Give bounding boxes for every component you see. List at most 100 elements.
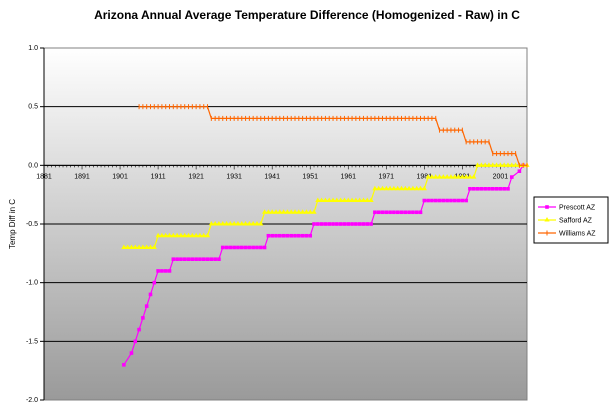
data-point [478, 162, 484, 167]
data-point [300, 233, 305, 238]
data-point [379, 185, 386, 191]
data-point [137, 327, 141, 332]
data-point [369, 222, 373, 226]
data-point [455, 174, 462, 179]
data-point [205, 257, 210, 261]
data-point [414, 185, 420, 191]
data-point [460, 198, 465, 203]
data-point [512, 162, 519, 167]
data-point [497, 162, 503, 167]
data-point [319, 197, 325, 203]
data-point [398, 185, 405, 191]
data-point [170, 232, 176, 238]
data-point [174, 232, 180, 238]
data-point [167, 269, 172, 273]
data-point [144, 304, 149, 308]
data-point [335, 222, 339, 226]
data-point [425, 174, 431, 179]
data-point [182, 232, 188, 238]
data-point [129, 351, 134, 355]
data-point [308, 233, 313, 238]
data-point [331, 222, 335, 226]
data-point [193, 232, 199, 238]
data-point [490, 162, 496, 167]
data-point [151, 244, 157, 249]
data-point [437, 198, 442, 203]
legend-label: Prescott AZ [559, 205, 596, 212]
data-point [128, 244, 135, 249]
data-point [395, 210, 400, 215]
data-point [387, 185, 393, 191]
data-point [323, 222, 328, 226]
data-point [430, 198, 434, 203]
y-tick-label: -1.5 [26, 338, 38, 345]
data-point [179, 257, 183, 261]
data-point [505, 162, 511, 167]
data-point [243, 245, 248, 250]
data-point [159, 232, 165, 238]
data-point [273, 209, 279, 214]
data-point [395, 185, 401, 191]
data-point [208, 221, 214, 226]
data-point [494, 187, 499, 191]
data-point [231, 221, 237, 226]
data-point [322, 197, 329, 203]
data-point [452, 174, 458, 179]
data-point [136, 244, 142, 249]
data-point [156, 269, 160, 273]
data-point [213, 257, 217, 261]
data-point [182, 257, 187, 261]
data-point [349, 197, 355, 203]
data-point [345, 197, 351, 203]
y-tick-label: -0.5 [26, 221, 38, 228]
data-point [160, 269, 164, 273]
data-point [224, 245, 229, 250]
data-point [456, 198, 461, 203]
data-point [147, 244, 154, 249]
data-point [482, 162, 488, 167]
data-point [265, 209, 271, 214]
data-point [410, 185, 416, 191]
data-point [403, 210, 408, 215]
data-point [341, 197, 348, 203]
data-point [354, 222, 358, 226]
y-tick-label: -1.0 [26, 280, 38, 287]
data-point [293, 233, 297, 238]
data-point [262, 245, 267, 250]
data-point [376, 210, 381, 215]
data-point [166, 232, 173, 238]
data-point [364, 197, 370, 203]
data-point [426, 198, 430, 203]
data-point [122, 363, 126, 367]
data-point [449, 198, 453, 203]
data-point [190, 257, 195, 261]
data-point [357, 222, 362, 226]
data-point [501, 162, 507, 167]
data-point [380, 210, 385, 215]
y-tick-label: 0.5 [28, 104, 38, 111]
data-point [277, 233, 282, 238]
data-point [406, 185, 412, 191]
data-point [247, 245, 252, 250]
legend-label: Williams AZ [559, 231, 596, 238]
data-point [487, 187, 491, 191]
data-point [544, 217, 550, 222]
y-tick-label: 0.0 [28, 162, 38, 169]
data-point [474, 162, 481, 167]
data-point [372, 185, 378, 191]
data-point [311, 209, 317, 214]
data-point [163, 269, 168, 273]
data-point [258, 221, 264, 226]
data-point [467, 174, 473, 179]
data-point [303, 209, 310, 214]
data-point [216, 221, 222, 226]
data-point [246, 221, 252, 226]
data-point [280, 209, 287, 214]
data-point [448, 174, 454, 179]
x-tick-label: 1891 [74, 173, 90, 180]
data-point [479, 187, 484, 191]
data-point [433, 198, 438, 203]
data-point [464, 198, 468, 203]
data-point [384, 210, 389, 215]
data-point [141, 316, 145, 320]
